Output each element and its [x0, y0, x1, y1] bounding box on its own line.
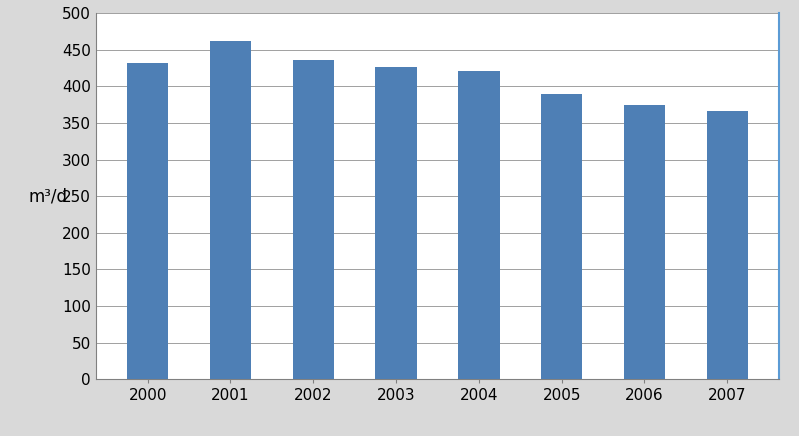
Bar	[624, 105, 665, 379]
Bar	[209, 41, 251, 379]
Bar	[541, 94, 582, 379]
Bar	[127, 63, 169, 379]
Bar	[706, 111, 748, 379]
Bar	[376, 67, 417, 379]
Y-axis label: m³/d: m³/d	[29, 187, 68, 205]
Bar	[458, 71, 499, 379]
Bar	[292, 60, 334, 379]
